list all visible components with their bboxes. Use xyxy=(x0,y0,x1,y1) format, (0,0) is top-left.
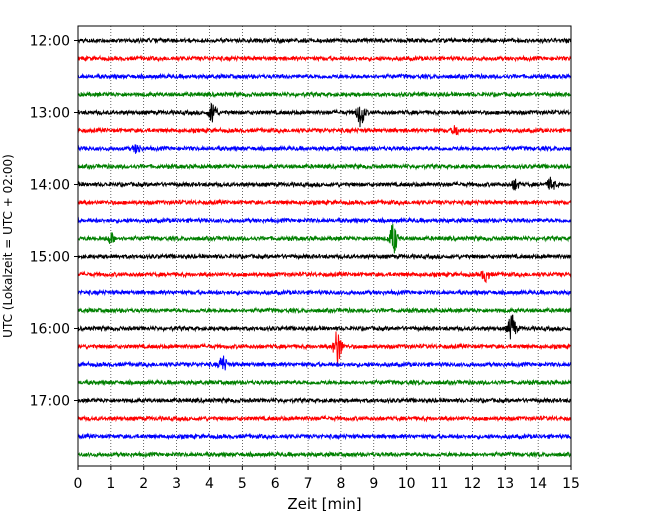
x-tick-label: 3 xyxy=(172,476,181,492)
x-tick-label: 2 xyxy=(139,476,148,492)
trace-row-12 xyxy=(77,252,572,261)
x-tick-label: 0 xyxy=(74,476,83,492)
trace-row-2 xyxy=(77,72,571,81)
x-tick-label: 14 xyxy=(529,476,547,492)
x-tick-label: 11 xyxy=(431,476,449,492)
x-tick-label: 13 xyxy=(496,476,514,492)
x-tick-label: 12 xyxy=(463,476,481,492)
y-axis-label: UTC (Lokalzeit = UTC + 02:00) xyxy=(1,154,15,338)
trace-row-21 xyxy=(77,414,572,423)
trace-row-3 xyxy=(77,90,572,99)
y-tick-label: 13:00 xyxy=(30,106,70,122)
trace-row-16 xyxy=(77,314,571,340)
trace-row-19 xyxy=(77,378,572,387)
trace-row-22 xyxy=(77,432,572,441)
grid-lines xyxy=(110,26,539,466)
x-tick-label: 1 xyxy=(106,476,115,492)
trace-row-14 xyxy=(77,288,571,297)
trace-row-8 xyxy=(77,176,572,191)
x-tick-label: 5 xyxy=(238,476,247,492)
trace-row-10 xyxy=(77,216,572,225)
y-tick-label: 12:00 xyxy=(30,34,70,50)
trace-row-23 xyxy=(77,450,572,459)
x-axis-label: Zeit [min] xyxy=(287,495,361,513)
y-tick-label: 14:00 xyxy=(30,178,70,194)
seismic-traces xyxy=(77,36,572,459)
plot-area-frame xyxy=(77,25,572,467)
trace-row-6 xyxy=(77,144,571,154)
trace-row-0 xyxy=(77,36,572,45)
trace-row-1 xyxy=(77,54,572,63)
trace-row-5 xyxy=(77,125,572,136)
trace-row-17 xyxy=(77,331,572,365)
x-tick-label: 6 xyxy=(271,476,280,492)
x-tick-label: 9 xyxy=(369,476,378,492)
trace-row-7 xyxy=(77,162,571,171)
trace-row-15 xyxy=(77,306,572,315)
y-axis: 12:00 13:00 14:00 15:00 16:00 17:00 xyxy=(30,34,78,410)
trace-row-18 xyxy=(77,355,572,371)
x-axis: 0 1 2 3 4 5 6 7 8 9 10 11 12 13 14 15 xyxy=(74,466,580,492)
trace-row-11 xyxy=(77,223,572,254)
x-tick-label: 4 xyxy=(205,476,214,492)
x-tick-label: 8 xyxy=(336,476,345,492)
trace-row-20 xyxy=(77,396,572,405)
y-tick-label: 16:00 xyxy=(30,322,70,338)
trace-row-9 xyxy=(77,198,572,207)
x-tick-label: 7 xyxy=(304,476,313,492)
y-tick-label: 17:00 xyxy=(30,394,70,410)
trace-row-4 xyxy=(77,102,572,128)
trace-row-13 xyxy=(77,270,572,284)
x-tick-label: 15 xyxy=(562,476,580,492)
x-tick-label: 10 xyxy=(398,476,416,492)
y-tick-label: 15:00 xyxy=(30,250,70,266)
